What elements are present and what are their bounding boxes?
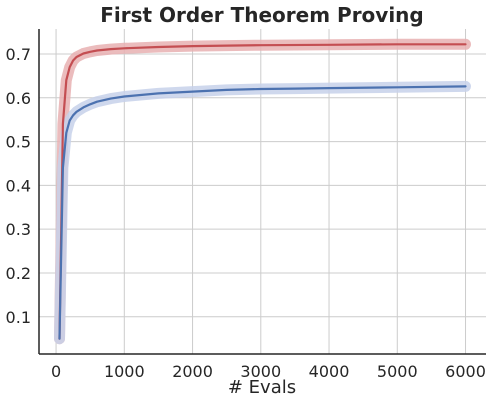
x-tick-label: 6000 xyxy=(445,362,486,381)
x-tick-labels: 0 1000 2000 3000 4000 5000 6000 xyxy=(51,362,486,381)
y-tick-labels: 0.1 0.2 0.3 0.4 0.5 0.6 0.7 xyxy=(6,45,31,327)
x-tick-label: 4000 xyxy=(309,362,350,381)
y-tick-label: 0.4 xyxy=(6,176,31,195)
series-1-line xyxy=(58,43,467,340)
x-tick-label: 1000 xyxy=(104,362,145,381)
x-tick-label: 3000 xyxy=(240,362,281,381)
y-tick-label: 0.3 xyxy=(6,220,31,239)
series-lines xyxy=(58,43,467,340)
series-2-band xyxy=(54,80,471,345)
axes xyxy=(38,29,486,355)
y-tick-label: 0.5 xyxy=(6,133,31,152)
series-2-line xyxy=(58,85,467,340)
y-tick-label: 0.7 xyxy=(6,45,31,64)
x-tick-label: 5000 xyxy=(377,362,418,381)
y-tick-label: 0.2 xyxy=(6,264,31,283)
chart-title: First Order Theorem Proving xyxy=(100,3,424,27)
x-tick-label: 0 xyxy=(51,362,61,381)
y-tick-label: 0.1 xyxy=(6,308,31,327)
grid xyxy=(39,29,486,354)
x-tick-label: 2000 xyxy=(172,362,213,381)
y-tick-label: 0.6 xyxy=(6,89,31,108)
x-axis-label: # Evals xyxy=(228,377,296,398)
